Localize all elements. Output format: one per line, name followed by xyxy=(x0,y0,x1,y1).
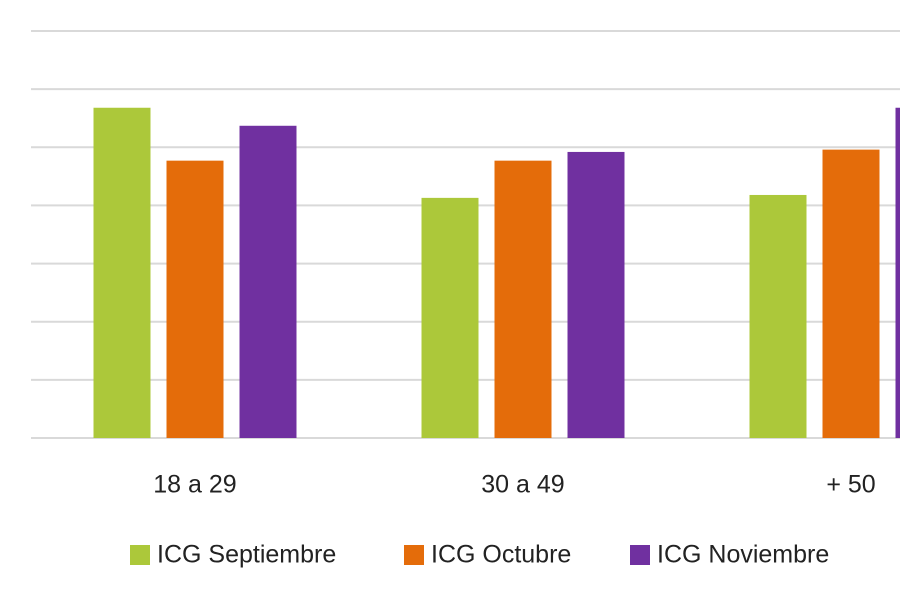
bar xyxy=(239,125,297,438)
legend-label: ICG Noviembre xyxy=(657,541,829,569)
x-tick-label: 30 a 49 xyxy=(481,471,564,499)
bar xyxy=(166,160,224,438)
legend-swatch xyxy=(130,545,150,565)
bar xyxy=(822,149,880,438)
bar xyxy=(93,107,151,439)
x-tick-label: 18 a 29 xyxy=(153,471,236,499)
bar xyxy=(421,197,479,438)
legend-label: ICG Septiembre xyxy=(157,541,336,569)
x-tick-label: + 50 xyxy=(826,471,875,499)
legend-swatch xyxy=(630,545,650,565)
bar xyxy=(567,151,625,439)
legend-swatch xyxy=(404,545,424,565)
legend-label: ICG Octubre xyxy=(431,541,571,569)
bar xyxy=(895,107,900,439)
bar xyxy=(494,160,552,438)
bar xyxy=(749,194,807,438)
